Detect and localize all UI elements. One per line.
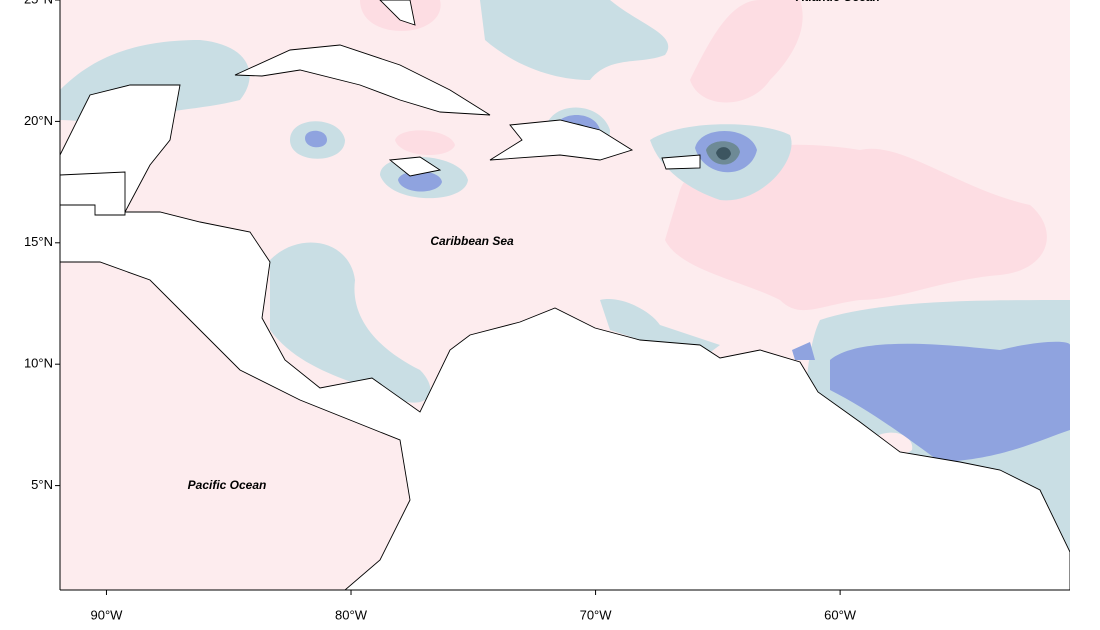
y-tick-label: 10°N [24,356,53,371]
sea-label: Pacific Ocean [188,478,267,492]
x-tick-label: 60°W [824,607,857,622]
y-tick-label: 5°N [31,477,53,492]
y-tick-label: 15°N [24,234,53,249]
y-tick-label: 25°N [24,0,53,6]
y-tick-label: 20°N [24,113,53,128]
x-tick-label: 70°W [580,607,613,622]
sea-label: Caribbean Sea [430,234,514,248]
field [60,0,1070,590]
x-tick-label: 80°W [335,607,368,622]
x-tick-label: 90°W [90,607,123,622]
sea-label: Atlantic Ocean [795,0,880,4]
